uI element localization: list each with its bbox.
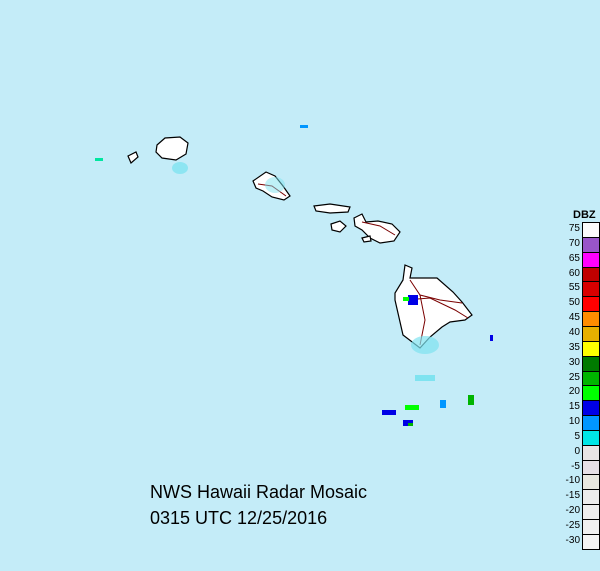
legend-label: 50 [568,297,580,309]
legend-entry: 70 [560,236,600,253]
island-molokai [313,203,351,214]
legend-label: -15 [565,490,580,502]
legend-swatch [582,474,600,491]
legend-label: 0 [574,445,580,457]
legend-label: 40 [568,326,580,338]
legend-label: -10 [565,475,580,487]
legend-swatch [582,504,600,521]
legend-label: 70 [568,237,580,249]
legend-entry: -20 [560,504,600,521]
legend-swatch [582,236,600,253]
legend-entry: 50 [560,296,600,313]
legend-label: -30 [565,534,580,546]
legend-entry: -25 [560,519,600,535]
legend-label: -5 [571,460,580,472]
legend-label: -25 [565,520,580,531]
legend-swatch [582,400,600,417]
legend-label: 55 [568,282,580,294]
legend-swatch [582,429,600,446]
legend-entry: 75 [560,222,600,238]
legend-swatch [582,385,600,402]
island-lanai [330,220,347,233]
legend-entry: 55 [560,281,600,298]
legend-entry: 35 [560,340,600,357]
map-timestamp: 0315 UTC 12/25/2016 [150,508,328,528]
legend-swatch [582,489,600,506]
legend-entry: 20 [560,385,600,402]
island-kauai [155,136,189,161]
legend-label: -20 [565,505,580,517]
map-title: NWS Hawaii Radar Mosaic [150,482,368,502]
legend-swatch [582,311,600,328]
legend-entry: 45 [560,311,600,328]
legend-swatch [582,266,600,283]
legend-swatch [582,459,600,476]
legend-swatch [582,281,600,298]
legend-swatch [582,222,600,238]
island-hawaii [394,264,473,349]
legend-entry: 30 [560,355,600,372]
legend-swatch [582,355,600,372]
legend-entry: -5 [560,459,600,476]
island-niihau [127,151,139,164]
legend-swatch [582,325,600,342]
legend-swatch [582,444,600,461]
legend-entry: 0 [560,444,600,461]
legend-label: 15 [568,401,580,413]
legend-swatch [582,296,600,313]
radar-echoes [95,125,493,426]
island-maui [353,213,401,244]
legend-label: 65 [568,252,580,264]
legend-entry: 5 [560,429,600,446]
legend-entry: 25 [560,370,600,387]
legend-swatch [582,415,600,432]
legend-entry: 65 [560,251,600,268]
legend-entry: 60 [560,266,600,283]
legend-entry: 10 [560,415,600,432]
legend-label: 10 [568,416,580,428]
legend-swatch [582,251,600,268]
legend-label: 60 [568,267,580,279]
legend-label: 5 [574,430,580,442]
legend-label: 20 [568,386,580,398]
legend-entry: -30 [560,533,600,550]
legend-swatch [582,370,600,387]
legend-label: 45 [568,312,580,324]
legend-entry: -15 [560,489,600,506]
legend-label: 35 [568,341,580,353]
road-maui [361,221,396,236]
legend-title: DBZ [573,209,596,221]
legend-entry: 15 [560,400,600,417]
legend-swatch [582,533,600,550]
legend-swatch [582,340,600,357]
legend-swatch [582,519,600,535]
legend-label: 25 [568,371,580,383]
legend-label: 75 [568,223,580,234]
legend-label: 30 [568,356,580,368]
legend-entry: -10 [560,474,600,491]
legend-entry: 40 [560,325,600,342]
island-kahoolawe [361,235,372,243]
